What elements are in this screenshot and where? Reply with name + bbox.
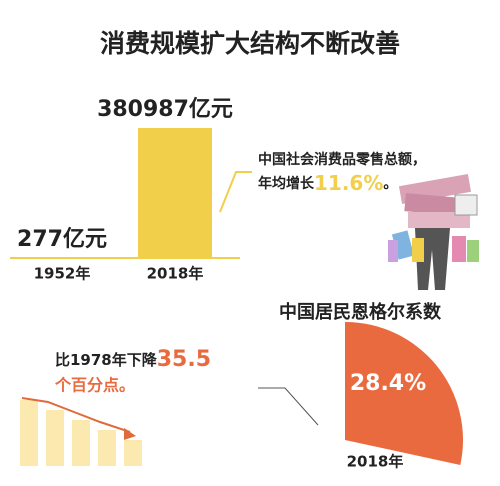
annotation: 中国社会消费品零售总额， (258, 151, 426, 168)
chart-title: 中国居民恩格尔系数 (279, 301, 442, 323)
annotation: 年均增长11.6%。 (258, 171, 397, 195)
annotation-highlight: 35.5 (157, 347, 211, 372)
annotation: 个百分点。 (54, 376, 135, 395)
category-label: 2018年 (147, 265, 204, 283)
connector (219, 171, 252, 213)
decline-illustration (20, 397, 142, 466)
value-label: 380987亿元 (97, 97, 233, 122)
annotation-text: 年均增长 (258, 175, 315, 192)
annotation-text: 。 (383, 176, 397, 192)
annotation-text: 比1978年下降 (55, 351, 158, 369)
title: 消费规模扩大结构不断改善 (100, 29, 400, 58)
pie-slice (345, 322, 463, 466)
connector (258, 387, 319, 426)
shopper-illustration (388, 174, 479, 290)
category-label: 1952年 (34, 265, 91, 283)
category-label: 2018年 (347, 453, 404, 471)
value-label: 28.4% (350, 371, 426, 396)
value-label: 277亿元 (17, 227, 107, 252)
annotation: 比1978年下降35.5 (55, 347, 211, 372)
annotation-highlight: 11.6% (314, 171, 383, 195)
bar (138, 128, 212, 258)
